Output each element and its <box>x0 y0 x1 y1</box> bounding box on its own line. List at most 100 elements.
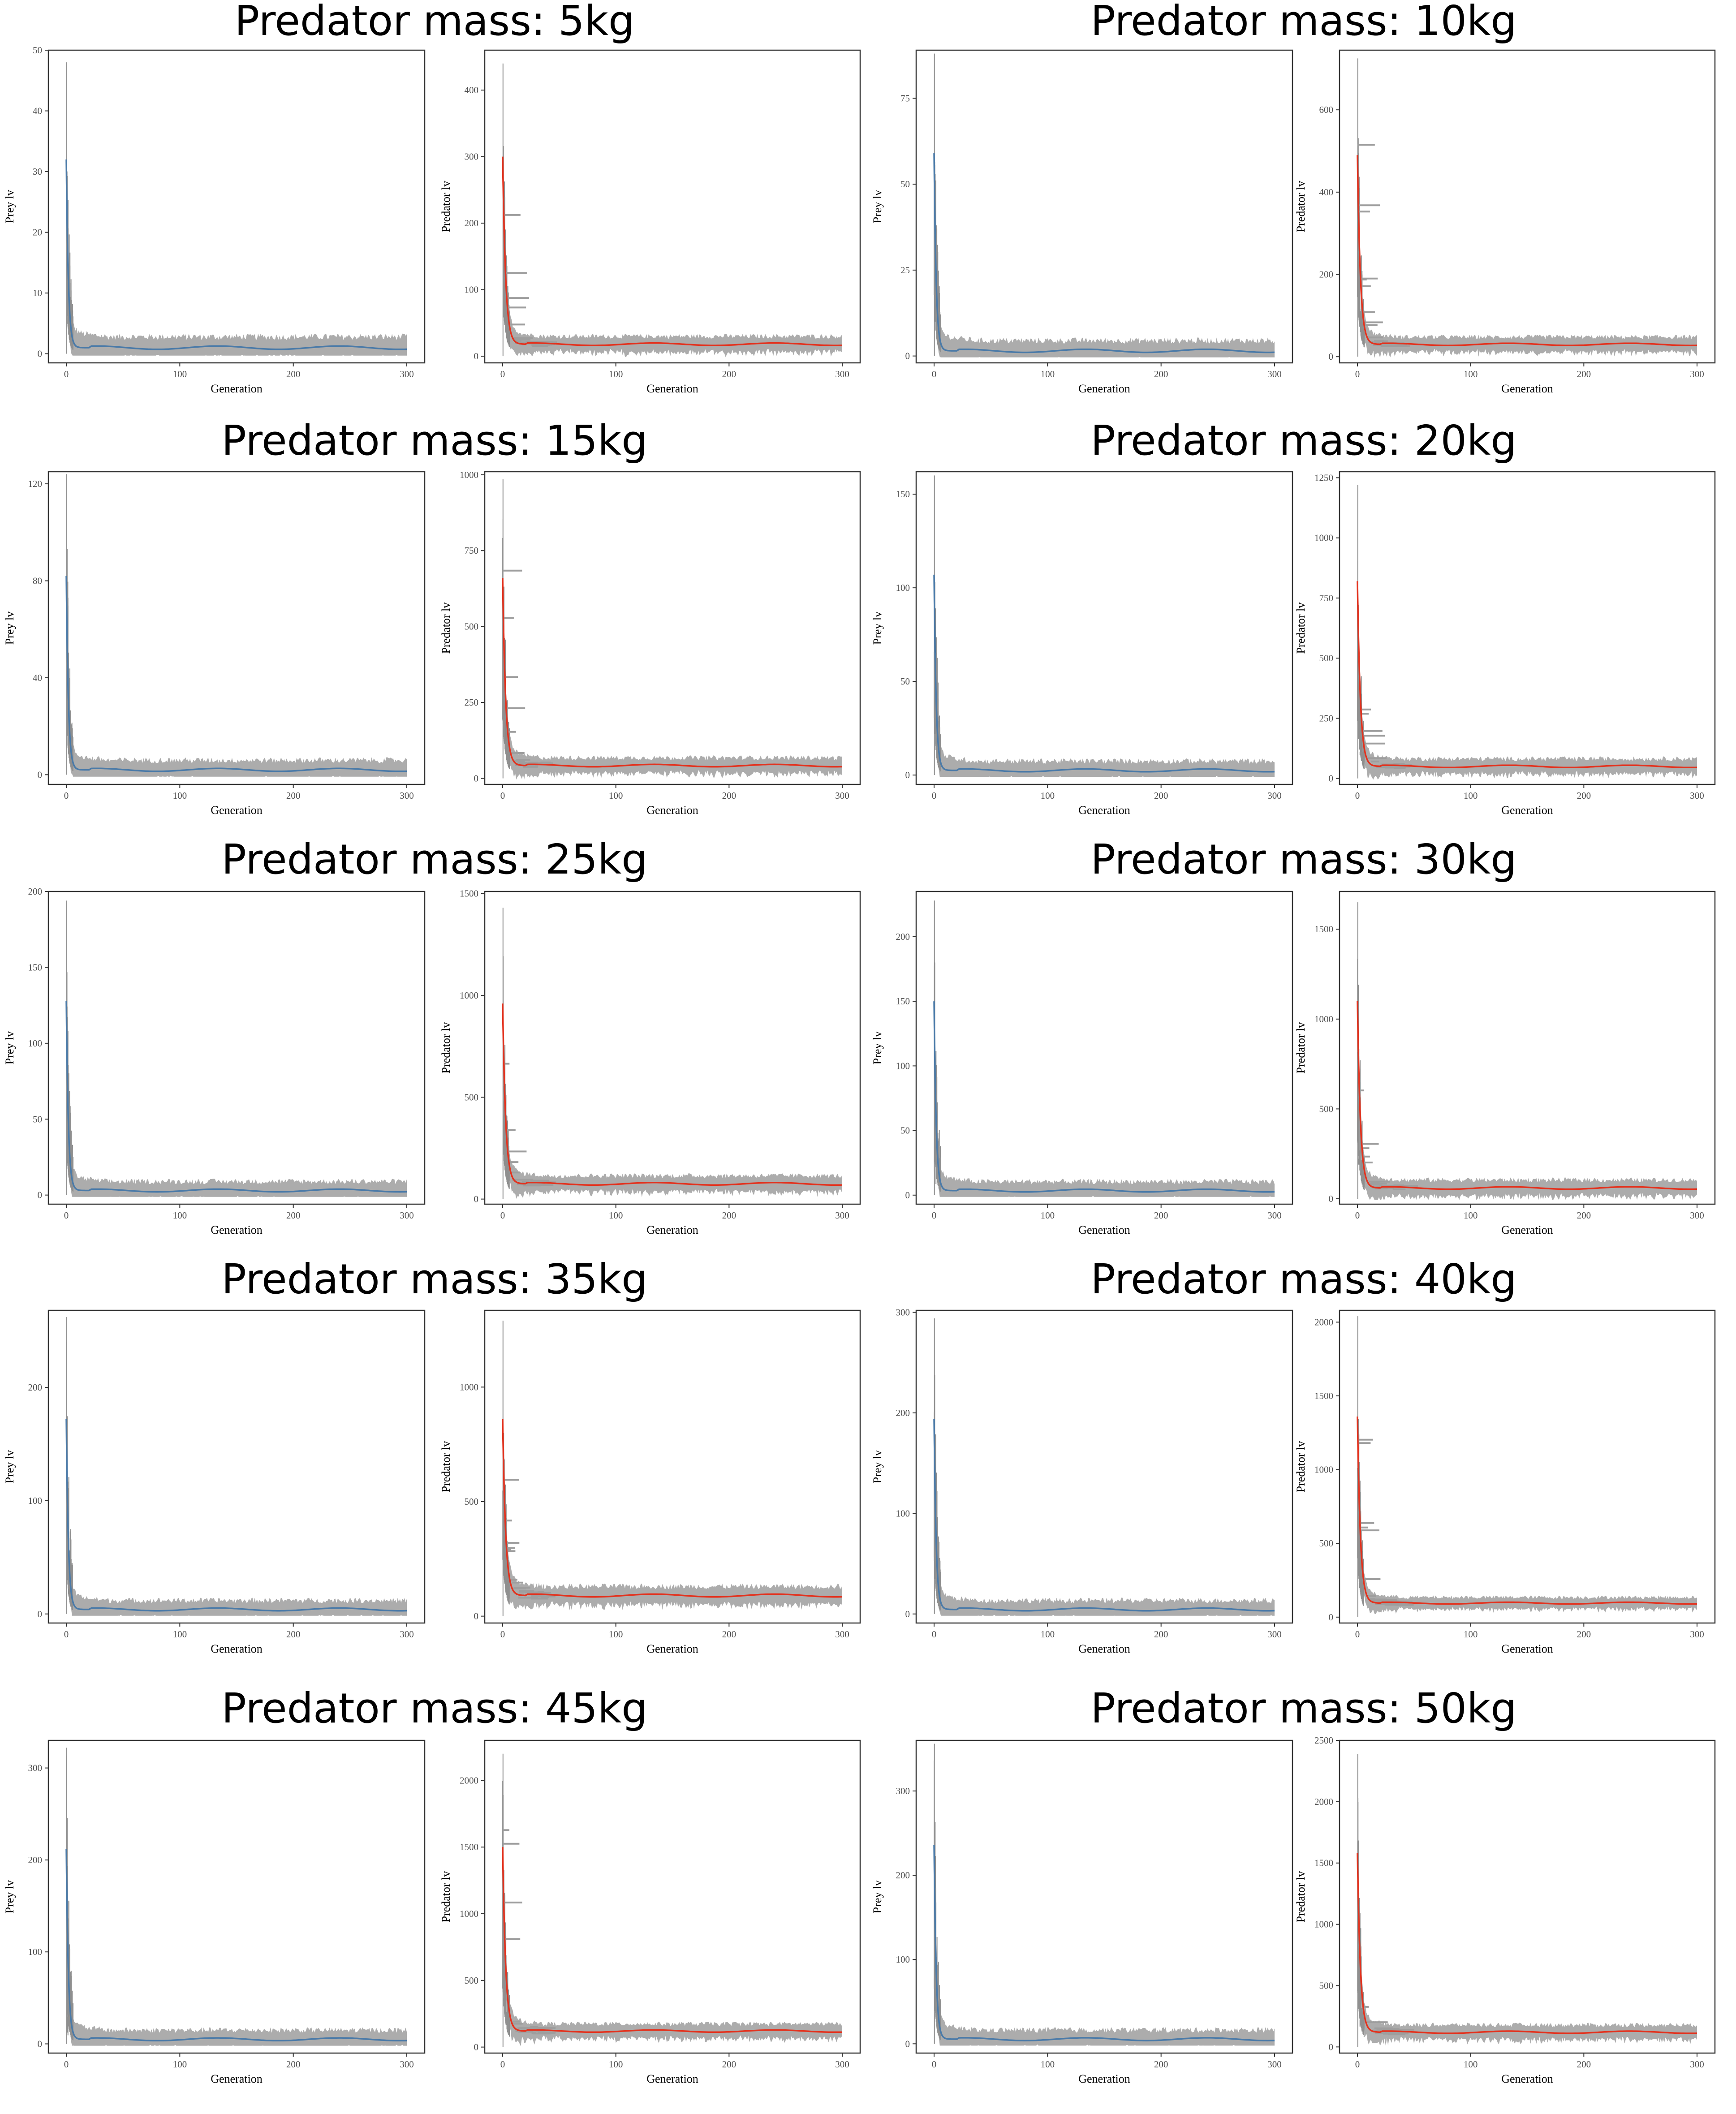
predator-x-axis-label: Generation <box>1501 382 1553 395</box>
prey-x-axis-label: Generation <box>211 1642 263 1655</box>
predator-x-tick-label: 0 <box>1355 2059 1360 2070</box>
prey-x-tick-label: 300 <box>1267 790 1282 801</box>
predator-y-tick-label: 0 <box>1329 2041 1334 2052</box>
predator-initial-spikes <box>1357 485 1365 779</box>
predator-x-tick-label: 200 <box>722 2059 737 2070</box>
predator-x-tick-label: 300 <box>1690 1210 1704 1221</box>
predator-y-tick-label: 1000 <box>460 990 478 1001</box>
predator-x-tick-label: 200 <box>722 1210 737 1221</box>
predator-plot-frame <box>1339 891 1716 1205</box>
prey-plot-frame <box>47 49 426 364</box>
predator-y-tick-label: 2000 <box>1314 1796 1333 1807</box>
predator-x-tick-label: 0 <box>1355 1210 1360 1221</box>
predator-mean-line <box>502 156 843 346</box>
predator-y-tick-label: 100 <box>465 284 479 295</box>
prey-x-tick-label: 0 <box>64 1210 69 1221</box>
predator-subplot: 0 500 1000 1500 2000 0 100 200 300 Generation Pred… <box>439 1739 861 2085</box>
predator-y-tick-label: 500 <box>465 1496 479 1507</box>
prey-mean-line <box>933 1845 1275 2041</box>
prey-y-tick-label: 150 <box>28 962 43 973</box>
prey-x-axis-label: Generation <box>211 382 263 395</box>
predator-subplot: 0 250 500 750 1000 0 100 200 300 Generation Predat… <box>439 469 861 817</box>
predator-y-tick-label: 1000 <box>1314 1919 1333 1930</box>
panel-title: Predator mass: 25kg <box>221 835 647 883</box>
predator-y-tick-label: 1500 <box>1314 924 1333 934</box>
predator-x-tick-label: 200 <box>1577 369 1591 379</box>
predator-y-tick-label: 200 <box>465 218 479 228</box>
predator-variance-band <box>1357 984 1697 1200</box>
predator-subplot: 0 500 1000 1500 2000 0 100 200 300 Generation Pred… <box>1294 1309 1716 1655</box>
panel-title: Predator mass: 40kg <box>1090 1255 1516 1303</box>
predator-mean-line <box>1357 1417 1697 1605</box>
chart-panel: Predator mass: 45kg 0 100 200 300 0 100 200 300 G… <box>3 1684 861 2085</box>
prey-y-tick-label: 200 <box>28 1382 43 1393</box>
predator-x-tick-label: 0 <box>500 1629 505 1640</box>
prey-variance-band <box>66 136 407 356</box>
prey-y-axis-label: Prey lv <box>871 1031 884 1064</box>
predator-mean-line <box>1357 155 1697 346</box>
predator-variance-band <box>503 982 842 1199</box>
chart-panel: Predator mass: 35kg 0 100 200 0 100 200 300 Gene… <box>3 1255 861 1655</box>
prey-x-tick-label: 300 <box>1267 2059 1282 2070</box>
prey-x-tick-label: 200 <box>1154 2059 1168 2070</box>
prey-x-tick-label: 300 <box>1267 1210 1282 1221</box>
prey-y-axis-label: Prey lv <box>3 611 16 645</box>
prey-y-axis-label: Prey lv <box>3 1880 16 1913</box>
predator-x-tick-label: 200 <box>1577 1210 1591 1221</box>
prey-x-tick-label: 200 <box>286 1629 301 1640</box>
predator-y-tick-label: 500 <box>465 1975 479 1986</box>
predator-x-tick-label: 100 <box>609 1210 623 1221</box>
panel-title: Predator mass: 15kg <box>221 417 647 465</box>
predator-x-tick-label: 100 <box>1464 790 1478 801</box>
predator-y-tick-label: 300 <box>465 151 479 162</box>
prey-y-tick-label: 200 <box>28 1855 43 1865</box>
predator-mean-line <box>1357 581 1697 769</box>
prey-y-axis-label: Prey lv <box>3 1031 16 1064</box>
predator-subplot: 0 250 500 750 1000 1250 0 100 200 300 Generation Pr… <box>1294 471 1716 817</box>
prey-x-tick-label: 200 <box>286 369 301 379</box>
prey-x-tick-label: 200 <box>1154 369 1168 379</box>
predator-x-axis-label: Generation <box>646 382 698 395</box>
prey-y-tick-label: 50 <box>900 1125 910 1136</box>
predator-y-tick-label: 400 <box>465 85 479 95</box>
prey-x-axis-label: Generation <box>211 1223 263 1236</box>
panel-title: Predator mass: 50kg <box>1090 1684 1516 1732</box>
predator-x-tick-label: 0 <box>500 2059 505 2070</box>
predator-y-tick-label: 600 <box>1319 104 1334 115</box>
prey-x-tick-label: 200 <box>1154 790 1168 801</box>
predator-y-axis-label: Predator lv <box>439 181 452 232</box>
predator-x-tick-label: 300 <box>835 2059 849 2070</box>
predator-x-tick-label: 300 <box>1690 1629 1704 1640</box>
predator-plot-frame <box>1339 1739 1716 2054</box>
predator-x-axis-label: Generation <box>1501 804 1553 817</box>
predator-y-tick-label: 500 <box>465 621 479 632</box>
predator-x-tick-label: 100 <box>1464 1629 1478 1640</box>
chart-panel: Predator mass: 5kg 0 10 20 30 40 50 0 100 200 300 G… <box>3 0 861 395</box>
prey-y-tick-label: 0 <box>905 351 910 362</box>
prey-y-tick-label: 300 <box>896 1307 910 1317</box>
prey-mean-line <box>933 1419 1275 1612</box>
predator-y-tick-label: 250 <box>465 697 479 708</box>
prey-y-tick-label: 0 <box>38 769 43 780</box>
predator-subplot: 0 200 400 600 0 100 200 300 Generation Predator l… <box>1294 49 1716 395</box>
predator-y-tick-label: 500 <box>1319 653 1334 663</box>
predator-x-tick-label: 0 <box>500 790 505 801</box>
chart-panel: Predator mass: 50kg 0 100 200 300 0 100 200 300 G… <box>871 1684 1716 2085</box>
predator-y-tick-label: 0 <box>1329 351 1334 362</box>
prey-x-tick-label: 200 <box>286 2059 301 2070</box>
prey-x-tick-label: 0 <box>932 1210 937 1221</box>
prey-x-tick-label: 200 <box>286 790 301 801</box>
prey-x-axis-label: Generation <box>1078 2072 1130 2085</box>
predator-mean-line <box>1357 1853 1697 2034</box>
prey-x-tick-label: 100 <box>173 1629 187 1640</box>
prey-x-tick-label: 0 <box>932 2059 937 2070</box>
predator-x-tick-label: 200 <box>722 790 737 801</box>
predator-variance-band <box>1357 561 1697 780</box>
prey-y-tick-label: 200 <box>28 886 43 897</box>
chart-panel: Predator mass: 30kg 0 50 100 150 200 0 100 200 30… <box>871 835 1716 1236</box>
predator-x-tick-label: 100 <box>1464 1210 1478 1221</box>
prey-x-axis-label: Generation <box>1078 804 1130 817</box>
predator-variance-band <box>503 1402 842 1610</box>
prey-y-tick-label: 200 <box>896 1408 910 1418</box>
predator-x-axis-label: Generation <box>1501 2072 1553 2085</box>
